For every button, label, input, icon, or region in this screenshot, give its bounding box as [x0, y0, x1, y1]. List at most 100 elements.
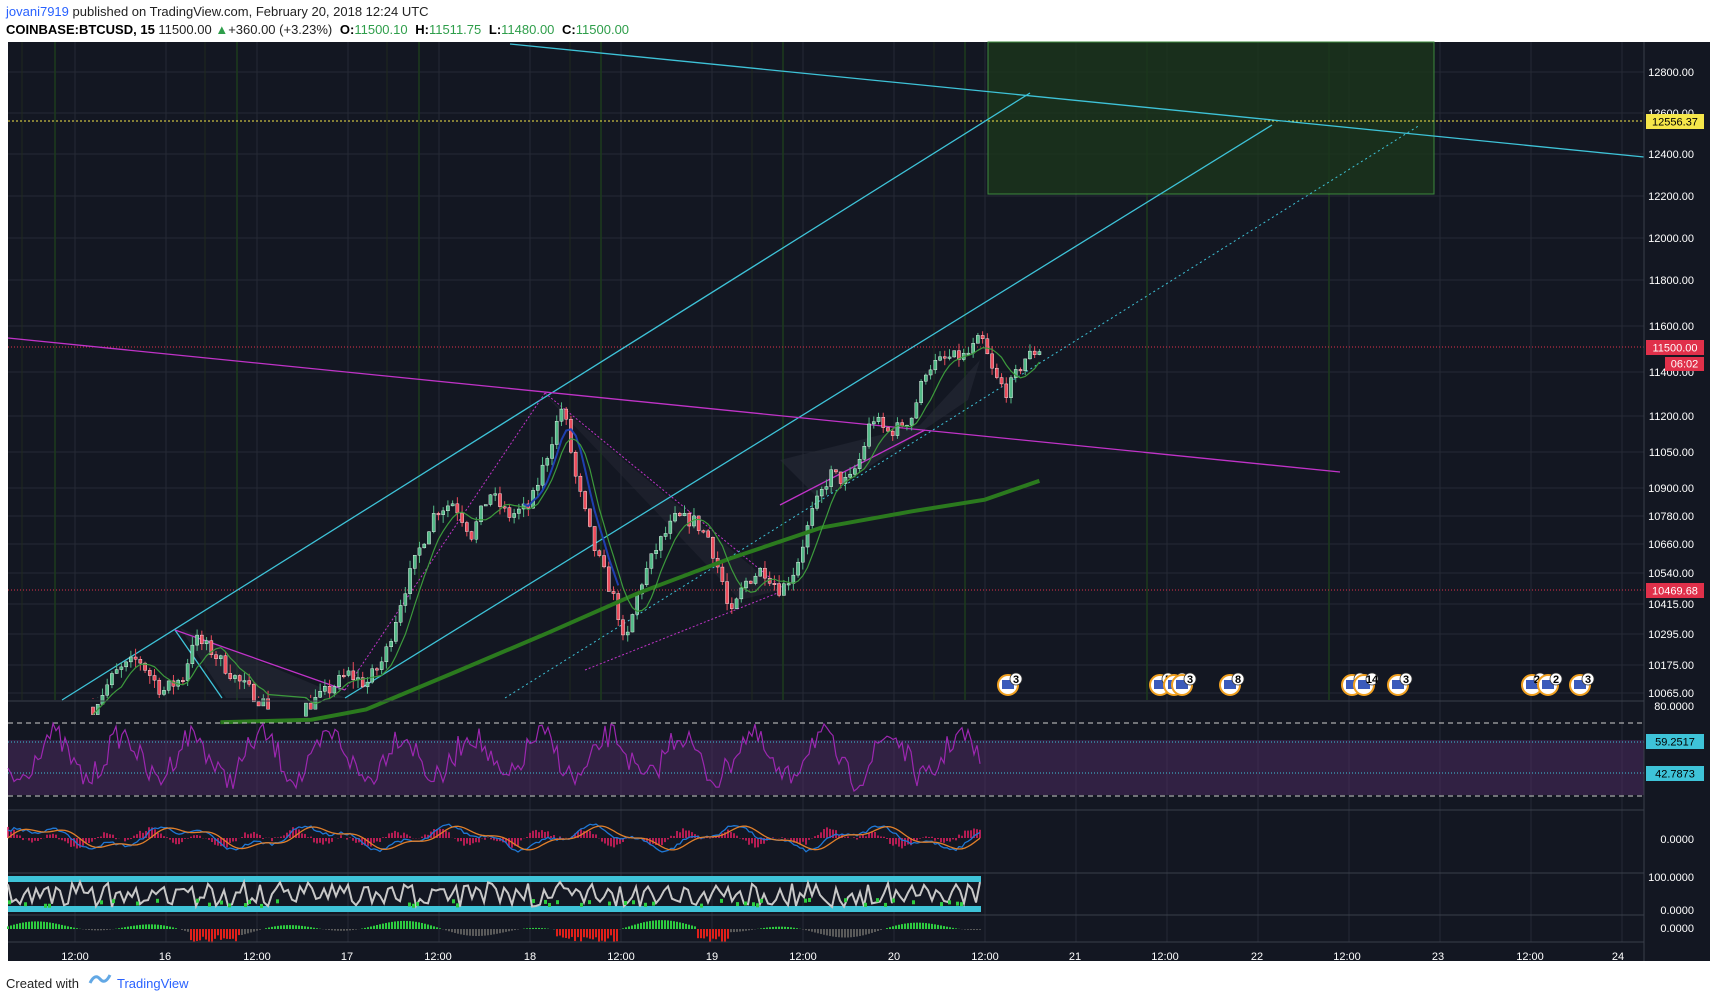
candle-body[interactable] [725, 581, 729, 604]
candle-body[interactable] [469, 531, 474, 540]
candle-body[interactable] [394, 622, 398, 642]
candle-body[interactable] [734, 598, 739, 609]
candle-body[interactable] [763, 567, 767, 579]
candle-body[interactable] [318, 691, 322, 698]
candle-body[interactable] [266, 698, 270, 710]
symbol-label[interactable]: COINBASE:BTCUSD, 15 [6, 22, 155, 37]
candle-body[interactable] [914, 402, 919, 419]
candle-body[interactable] [417, 547, 422, 556]
candle-body[interactable] [748, 580, 753, 584]
candle-body[interactable] [431, 513, 436, 532]
candle-body[interactable] [834, 469, 838, 473]
candle-body[interactable] [474, 521, 479, 540]
candle-body[interactable] [389, 641, 393, 648]
candle-body[interactable] [360, 677, 365, 688]
candle-body[interactable] [498, 493, 502, 507]
small-cyan-segment[interactable] [174, 629, 223, 699]
candle-body[interactable] [924, 374, 928, 382]
magenta-segment-2[interactable] [779, 429, 926, 506]
candle-body[interactable] [214, 654, 218, 659]
candle-body[interactable] [124, 661, 128, 668]
candle-body[interactable] [976, 335, 980, 344]
author-link[interactable]: jovani7919 [6, 4, 69, 19]
candle-body[interactable] [332, 686, 337, 694]
event-badge[interactable]: 2 [1537, 672, 1563, 696]
candle-body[interactable] [966, 352, 971, 355]
event-badge[interactable]: 8 [1219, 672, 1245, 696]
candle-body[interactable] [450, 503, 455, 507]
candle-body[interactable] [412, 555, 417, 569]
candle-body[interactable] [564, 408, 568, 420]
candle-body[interactable] [673, 512, 677, 522]
candle-body[interactable] [772, 583, 777, 586]
candle-body[interactable] [323, 686, 327, 692]
candle-body[interactable] [483, 504, 488, 507]
candle-body[interactable] [583, 491, 587, 510]
candle-body[interactable] [1037, 351, 1042, 355]
channel-mid-line[interactable] [344, 124, 1273, 699]
time-axis[interactable]: 12:00 16 12:00 17 12:00 18 12:00 19 12:00 20 12:00… [61, 951, 1624, 963]
candle-body[interactable] [649, 553, 654, 569]
candle-body[interactable] [540, 464, 545, 486]
candle-body[interactable] [138, 659, 143, 664]
price-axis-background[interactable] [1644, 42, 1710, 962]
candle-body[interactable] [200, 634, 204, 645]
candle-body[interactable] [786, 583, 791, 586]
event-badge[interactable]: 24 [1521, 672, 1547, 696]
candle-body[interactable] [110, 673, 114, 686]
candle-body[interactable] [569, 418, 573, 453]
candle-body[interactable] [654, 550, 658, 554]
candle-body[interactable] [223, 655, 228, 674]
candle-body[interactable] [351, 670, 356, 681]
candle-body[interactable] [886, 427, 890, 432]
candle-body[interactable] [337, 675, 341, 687]
candle-body[interactable] [365, 681, 370, 688]
candle-body[interactable] [1004, 383, 1009, 398]
candle-body[interactable] [408, 568, 412, 594]
candle-body[interactable] [166, 680, 171, 691]
candle-body[interactable] [611, 591, 616, 594]
candle-body[interactable] [190, 644, 195, 664]
candle-body[interactable] [147, 670, 152, 676]
candle-body[interactable] [876, 417, 881, 422]
event-badges[interactable]: 3523831432423 [997, 672, 1595, 696]
candle-body[interactable] [228, 673, 233, 679]
candle-body[interactable] [578, 475, 583, 492]
candle-body[interactable] [848, 473, 852, 478]
candle-body[interactable] [990, 353, 994, 369]
candle-body[interactable] [441, 510, 445, 515]
candle-body[interactable] [928, 369, 933, 376]
candle-body[interactable] [507, 507, 512, 518]
candle-body[interactable] [119, 666, 124, 670]
candle-body[interactable] [777, 583, 781, 596]
candle-body[interactable] [602, 555, 606, 568]
candle-body[interactable] [209, 640, 214, 655]
candle-body[interactable] [995, 367, 999, 378]
candle-body[interactable] [536, 484, 540, 491]
candle-body[interactable] [801, 546, 805, 563]
candle-body[interactable] [379, 661, 384, 670]
candle-body[interactable] [644, 568, 649, 586]
candle-body[interactable] [341, 675, 346, 678]
candle-body[interactable] [157, 679, 162, 695]
candle-body[interactable] [1023, 358, 1028, 371]
candle-body[interactable] [739, 587, 744, 600]
candle-body[interactable] [384, 646, 389, 663]
tradingview-logo-icon[interactable] [88, 971, 112, 989]
candle-body[interactable] [479, 505, 483, 522]
candle-body[interactable] [512, 513, 516, 518]
candle-body[interactable] [304, 702, 308, 717]
candle-body[interactable] [829, 469, 833, 487]
candle-body[interactable] [947, 356, 952, 359]
candle-body[interactable] [436, 513, 441, 516]
candle-body[interactable] [427, 531, 431, 545]
candle-body[interactable] [261, 698, 266, 707]
candle-body[interactable] [152, 675, 157, 681]
descending-magenta-line[interactable] [7, 337, 1341, 473]
candle-body[interactable] [550, 444, 554, 459]
candle-body[interactable] [971, 343, 975, 354]
candle-body[interactable] [625, 631, 630, 636]
candle-body[interactable] [677, 512, 682, 517]
event-badge[interactable]: 14 [1353, 672, 1379, 696]
